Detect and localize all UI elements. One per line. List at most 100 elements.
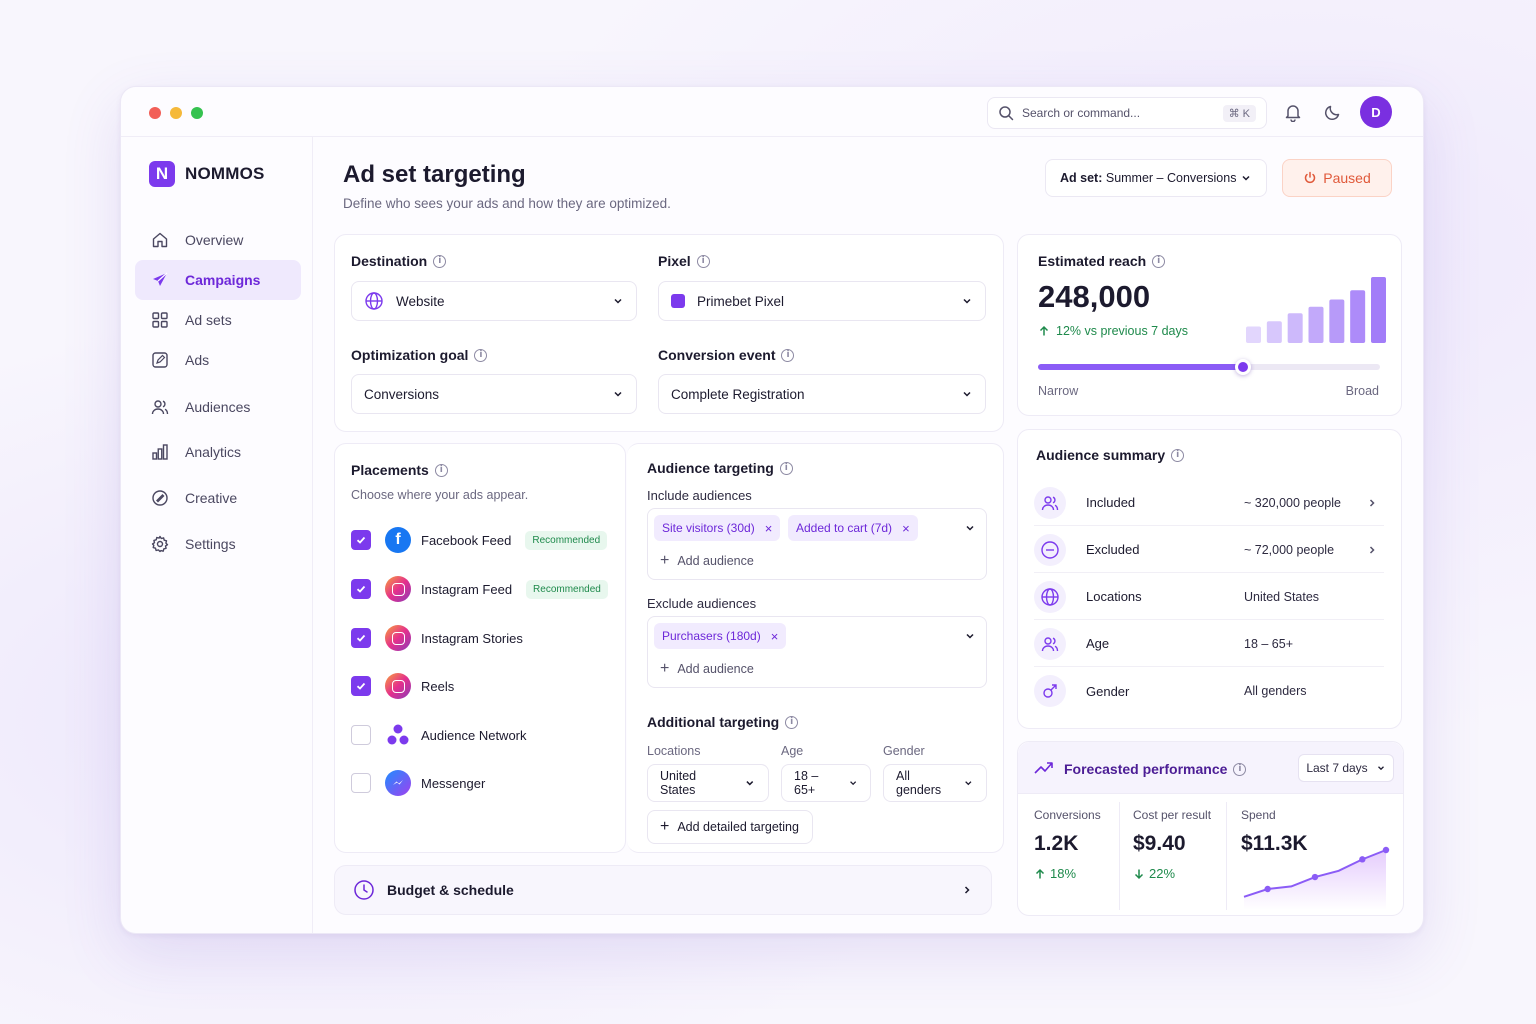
gender-label: Gender [883,744,925,758]
instagram-icon [385,673,411,699]
summary-row-excluded[interactable]: Excluded ~ 72,000 people [1034,527,1384,573]
chevron-down-icon [849,781,856,786]
sidebar-item-audiences[interactable]: Audiences [135,387,301,427]
destination-select[interactable]: Website [351,281,637,321]
avatar[interactable]: D [1360,96,1392,128]
pixel-label: Pixel i [658,253,710,269]
chevron-right-icon [1369,545,1375,554]
search-input[interactable]: Search or command... ⌘ K [987,97,1267,129]
budget-schedule-row[interactable]: Budget & schedule [334,865,992,915]
summary-title: Audience summary i [1036,447,1185,463]
chevron-down-icon[interactable] [964,522,976,534]
exclude-label: Exclude audiences [647,596,757,611]
sidebar-item-label: Campaigns [185,272,261,288]
info-icon: i [1233,762,1247,776]
minimize-window-dot[interactable] [170,107,182,119]
forecast-title: Forecasted performance i [1064,761,1247,777]
checkbox[interactable] [351,773,371,793]
sidebar-item-analytics[interactable]: Analytics [135,432,301,472]
remove-chip-icon[interactable]: × [764,520,773,536]
status-badge[interactable]: Paused [1282,159,1392,197]
add-detailed-targeting-button[interactable]: + Add detailed targeting [647,810,813,844]
checkbox[interactable] [351,676,371,696]
gear-icon [151,535,169,553]
remove-chip-icon[interactable]: × [902,520,910,536]
event-value: Complete Registration [671,386,805,402]
pixel-select[interactable]: Primebet Pixel [658,281,986,321]
instagram-icon [385,576,411,602]
gender-select[interactable]: All genders [883,764,987,802]
info-icon: i [781,348,795,362]
checkbox[interactable] [351,628,371,648]
reach-change: 12% vs previous 7 days [1038,324,1188,338]
include-audiences-field[interactable]: Site visitors (30d) × Added to cart (7d)… [647,508,987,580]
notifications-button[interactable] [1280,99,1306,125]
arrow-up-icon [1035,868,1045,878]
sidebar-item-label: Settings [185,536,236,552]
chevron-down-icon[interactable] [964,630,976,642]
placement-instagram-stories[interactable]: Instagram Stories [351,623,523,653]
sidebar-item-overview[interactable]: Overview [135,220,301,260]
remove-chip-icon[interactable]: × [770,628,779,644]
placements-title: Placements i [351,462,448,478]
forecast-header: Forecasted performance i Last 7 days [1018,742,1403,794]
summary-row-included[interactable]: Included ~ 320,000 people [1034,480,1384,526]
placement-label: Instagram Feed [421,581,513,597]
placement-facebook-feed[interactable]: f Facebook Feed Recommended [351,525,608,555]
sidebar-item-label: Ad sets [185,312,232,328]
close-window-dot[interactable] [149,107,161,119]
reach-slider-thumb[interactable] [1235,359,1252,375]
reach-slider-track[interactable] [1038,359,1380,375]
audience-chip[interactable]: Added to cart (7d) × [788,515,918,541]
grid-icon [152,312,168,328]
reach-title: Estimated reach i [1038,253,1166,269]
placement-instagram-feed[interactable]: Instagram Feed Recommended [351,574,608,604]
sidebar-item-ad-sets[interactable]: Ad sets [135,300,301,340]
add-exclude-audience-button[interactable]: + Add audience [660,660,754,677]
summary-row-locations: Locations United States [1034,574,1384,620]
summary-row-gender: Gender All genders [1034,668,1384,714]
maximize-window-dot[interactable] [191,107,203,119]
sidebar-item-label: Ads [185,352,210,368]
sparkline-point [1382,846,1390,854]
goal-value: Conversions [364,386,440,402]
reach-bar [1308,306,1324,343]
sidebar: N NOMMOS Overview Campaigns Ad sets Ads … [121,137,313,933]
checkbox[interactable] [351,579,371,599]
reach-bar [1350,290,1366,343]
estimated-reach-card: Estimated reach i 248,000 12% vs previous… [1017,234,1402,416]
sidebar-item-settings[interactable]: Settings [135,524,301,564]
sidebar-item-campaigns[interactable]: Campaigns [135,260,301,300]
checkbox[interactable] [351,725,371,745]
locations-select[interactable]: United States [647,764,769,802]
checkbox[interactable] [351,530,371,550]
audience-chip[interactable]: Purchasers (180d) × [654,623,787,649]
broad-label: Broad [1345,384,1379,398]
plus-icon: + [660,660,670,677]
age-select[interactable]: 18 – 65+ [781,764,871,802]
metric-spend: Spend $11.3K [1241,808,1308,855]
info-icon: i [696,254,710,268]
exclude-audiences-field[interactable]: Purchasers (180d) × + Add audience [647,616,987,688]
adset-select[interactable]: Ad set: Summer – Conversions [1045,159,1267,197]
reach-bar [1371,277,1386,343]
placement-messenger[interactable]: Messenger [351,768,485,798]
theme-toggle-button[interactable] [1320,99,1346,125]
event-select[interactable]: Complete Registration [658,374,986,414]
sidebar-item-ads[interactable]: Ads [135,340,301,380]
brand-logo[interactable]: N NOMMOS [149,161,265,187]
placement-label: Messenger [421,775,486,791]
bar-chart-icon [152,444,168,460]
audience-chip[interactable]: Site visitors (30d) × [654,515,781,541]
reach-value: 248,000 [1038,279,1151,314]
sidebar-item-label: Analytics [185,444,242,460]
info-icon: i [785,715,799,729]
moon-icon [1324,105,1340,121]
page-title: Ad set targeting [343,161,526,188]
placement-audience-network[interactable]: Audience Network [351,720,527,750]
sidebar-item-creative[interactable]: Creative [135,478,301,518]
goal-select[interactable]: Conversions [351,374,637,414]
range-select[interactable]: Last 7 days [1298,754,1394,782]
placement-reels[interactable]: Reels [351,671,454,701]
add-include-audience-button[interactable]: + Add audience [660,552,754,569]
